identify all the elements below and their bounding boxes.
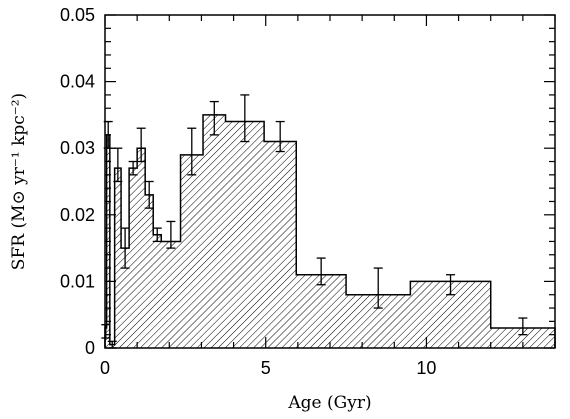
error-bar-6 xyxy=(136,127,146,163)
histogram-bar-12 xyxy=(225,121,265,348)
histogram-outline xyxy=(104,114,556,348)
error-bar-11 xyxy=(209,100,219,136)
y-tick-label: 0.01 xyxy=(60,271,95,291)
error-bar-5 xyxy=(128,160,138,176)
histogram-bar-9 xyxy=(161,241,181,348)
histogram-bar-14 xyxy=(296,274,347,348)
histogram-bar-10 xyxy=(180,154,204,348)
histogram-bar-7 xyxy=(145,194,154,348)
histogram-bar-8 xyxy=(153,234,162,348)
y-tick-label: 0.04 xyxy=(60,72,95,92)
error-bar-0 xyxy=(101,324,111,339)
error-bar-14 xyxy=(316,257,326,286)
histogram-bar-3 xyxy=(114,168,122,348)
y-tick-label: 0.02 xyxy=(60,205,95,225)
y-tick-label: 0.05 xyxy=(60,5,95,25)
error-bar-9 xyxy=(166,220,176,249)
histogram-bar-5 xyxy=(129,168,138,348)
y-axis-ticks: 0 0.01 0.02 0.03 0.04 0.05 xyxy=(60,5,555,358)
x-axis-ticks: 0 5 10 xyxy=(100,15,556,378)
error-bar-7 xyxy=(144,180,154,209)
x-tick-label: 10 xyxy=(416,358,436,378)
error-bar-12 xyxy=(240,94,250,143)
error-bar-13 xyxy=(275,120,285,153)
y-tick-label: 0 xyxy=(85,338,95,358)
y-tick-label: 0.03 xyxy=(60,138,95,158)
error-bar-8 xyxy=(152,227,162,243)
y-axis-label: SFR (M⊙ yr⁻¹ kpc⁻²) xyxy=(9,93,29,270)
error-bar-15 xyxy=(373,267,383,309)
error-bar-17 xyxy=(518,317,528,336)
error-bar-16 xyxy=(446,274,456,296)
histogram-bar-13 xyxy=(264,141,297,348)
histogram-bar-17 xyxy=(490,328,555,348)
error-bar-10 xyxy=(187,127,197,176)
x-axis-label: Age (Gyr) xyxy=(287,393,371,413)
histogram-bar-6 xyxy=(137,148,146,348)
histogram-bar-4 xyxy=(121,248,130,348)
histogram-bars xyxy=(105,114,555,349)
x-tick-label: 5 xyxy=(261,358,271,378)
error-bar-4 xyxy=(120,227,130,269)
histogram-bar-11 xyxy=(203,114,226,349)
x-tick-label: 0 xyxy=(100,358,110,378)
